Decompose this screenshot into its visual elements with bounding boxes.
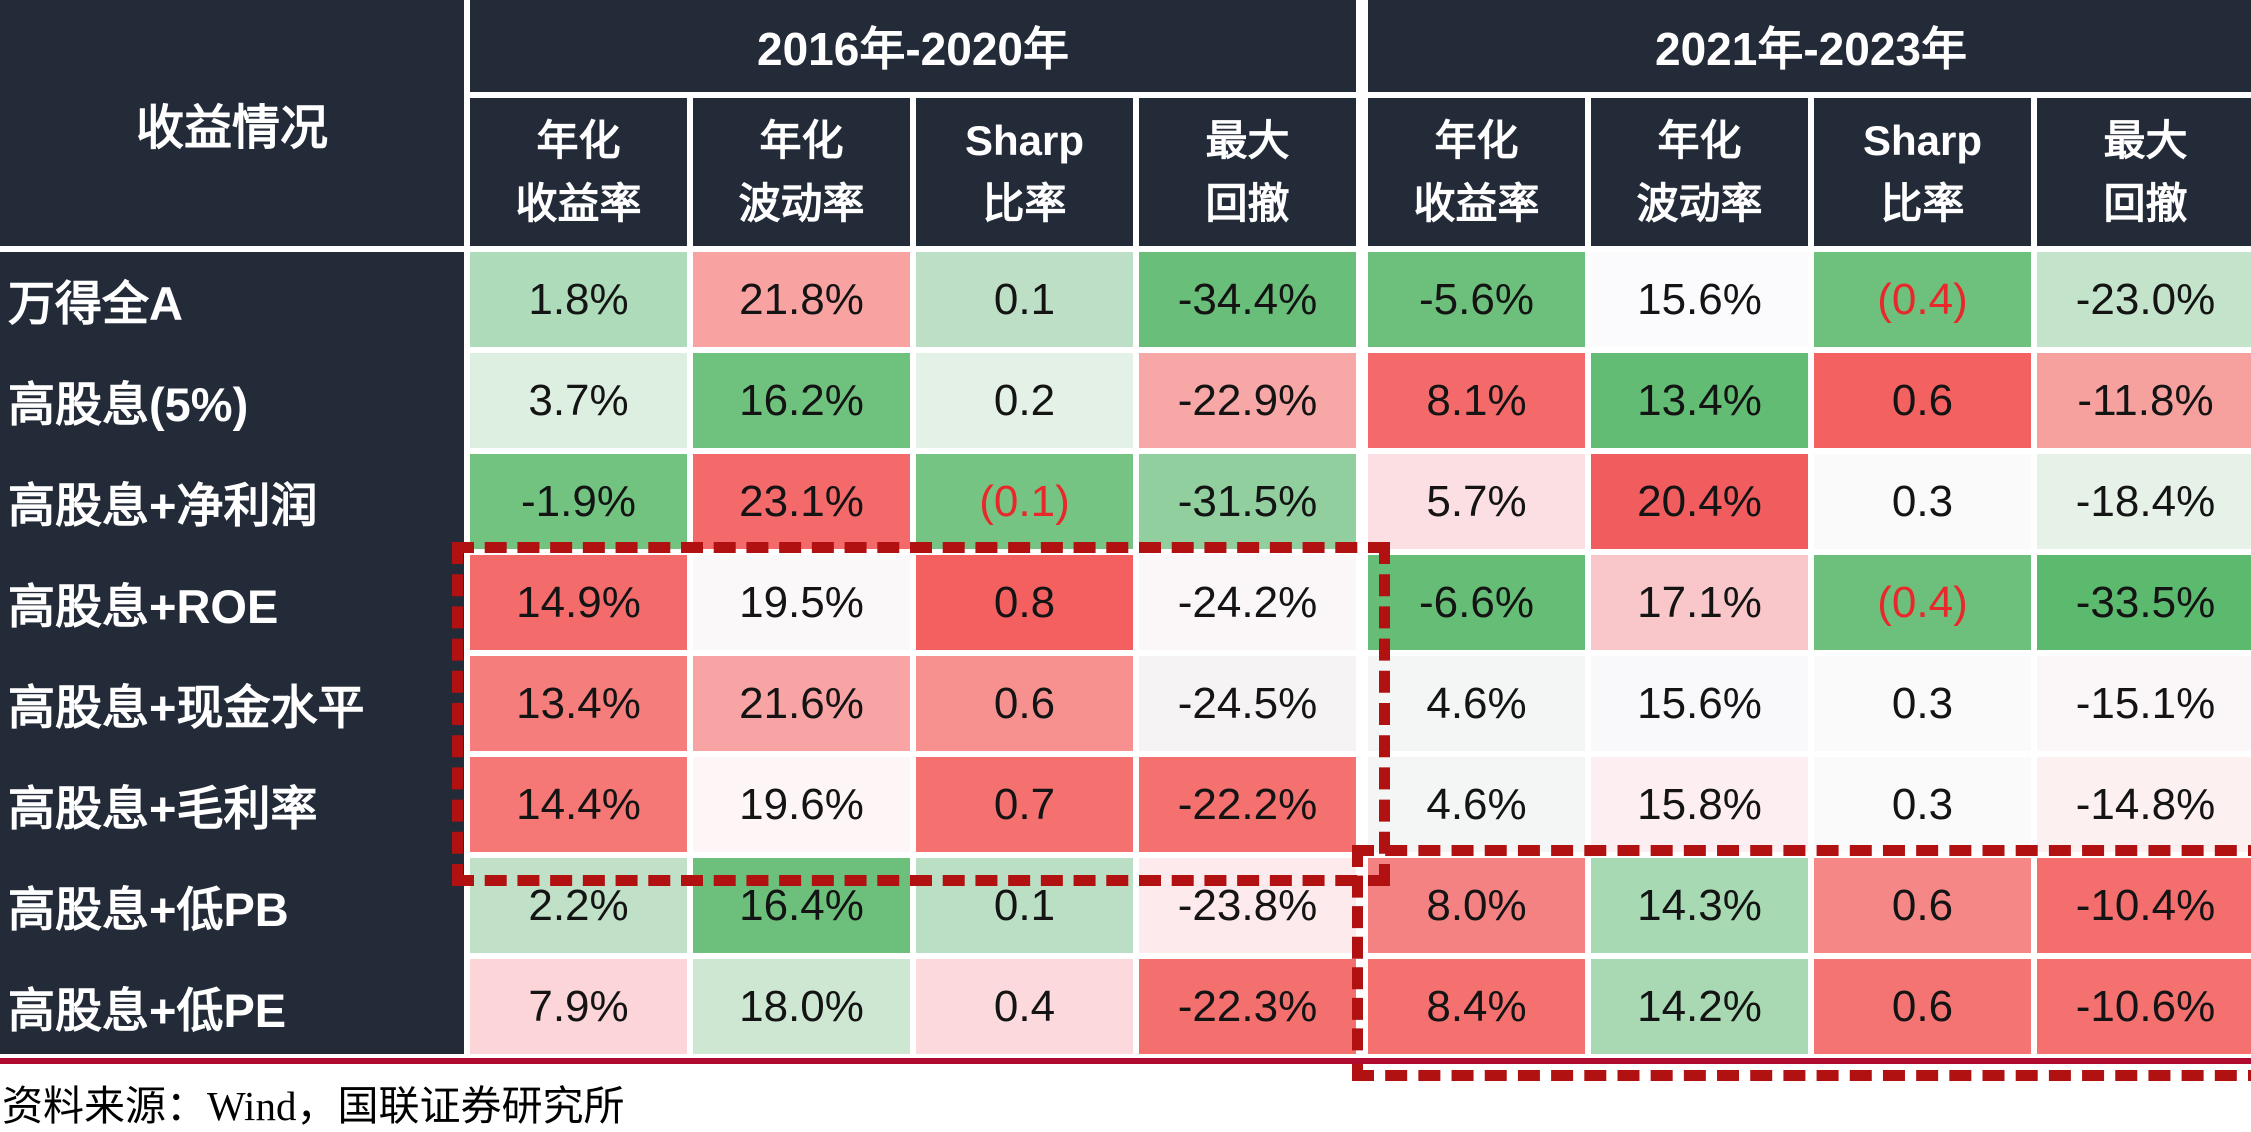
table-cell: 15.8% (1591, 757, 1808, 852)
subheader-g2-annual-return: 年化 收益率 (1368, 98, 1585, 246)
table-cell: 8.1% (1368, 353, 1585, 448)
table-cell: 23.1% (693, 454, 910, 549)
corner-header-cell: 收益情况 (0, 0, 464, 246)
table-cell: 15.6% (1591, 252, 1808, 347)
table-cell: 21.8% (693, 252, 910, 347)
table-cell: -24.5% (1139, 656, 1356, 751)
table-cell: 8.0% (1368, 858, 1585, 953)
table-cell: 0.6 (1814, 959, 2031, 1054)
table-cell: 18.0% (693, 959, 910, 1054)
table-cell: 13.4% (470, 656, 687, 751)
table-cell: 7.9% (470, 959, 687, 1054)
table-cell: 20.4% (1591, 454, 1808, 549)
table-cell: (0.4) (1814, 252, 2031, 347)
subheader-g1-sharpe-ratio: Sharp 比率 (916, 98, 1133, 246)
table-cell: 0.6 (1814, 353, 2031, 448)
subheader-g1-max-drawdown: 最大 回撤 (1139, 98, 1356, 246)
table-cell: -33.5% (2037, 555, 2251, 650)
table-cell: 0.8 (916, 555, 1133, 650)
table-cell: -31.5% (1139, 454, 1356, 549)
table-cell: (0.4) (1814, 555, 2031, 650)
table-cell: 0.3 (1814, 454, 2031, 549)
group-header-2016-2020: 2016年-2020年 (470, 0, 1356, 92)
table-cell: 0.4 (916, 959, 1133, 1054)
table-cell: 14.2% (1591, 959, 1808, 1054)
subheader-g1-annual-return: 年化 收益率 (470, 98, 687, 246)
table-cell: 3.7% (470, 353, 687, 448)
table-cell: -15.1% (2037, 656, 2251, 751)
table-cell: -23.0% (2037, 252, 2251, 347)
source-note: 资料来源：Wind，国联证券研究所 (2, 1083, 625, 1129)
subheader-g1-annual-volatility: 年化 波动率 (693, 98, 910, 246)
table-cell: -22.9% (1139, 353, 1356, 448)
table-cell: -24.2% (1139, 555, 1356, 650)
row-label: 高股息+净利润 (8, 479, 318, 532)
subheader-g2-annual-volatility: 年化 波动率 (1591, 98, 1808, 246)
table-cell: 19.5% (693, 555, 910, 650)
table-cell: 17.1% (1591, 555, 1808, 650)
row-label: 高股息+低PE (8, 984, 287, 1037)
table-cell: 2.2% (470, 858, 687, 953)
returns-table: 收益情况 2016年-2020年 2021年-2023年 年化 收益率 年化 波动率… (0, 0, 2251, 1054)
table-cell: 15.6% (1591, 656, 1808, 751)
row-label: 万得全A (8, 277, 183, 330)
table-cell: -18.4% (2037, 454, 2251, 549)
table-cell: -23.8% (1139, 858, 1356, 953)
table-cell: -34.4% (1139, 252, 1356, 347)
table-cell: 19.6% (693, 757, 910, 852)
row-label: 高股息+低PB (8, 883, 289, 936)
table-cell: (0.1) (916, 454, 1133, 549)
table-cell: 4.6% (1368, 757, 1585, 852)
table-cell: 0.3 (1814, 757, 2031, 852)
table-cell: -22.2% (1139, 757, 1356, 852)
table-cell: 16.4% (693, 858, 910, 953)
table-cell: -22.3% (1139, 959, 1356, 1054)
subheader-g2-max-drawdown: 最大 回撤 (2037, 98, 2251, 246)
table-cell: 16.2% (693, 353, 910, 448)
row-label: 高股息+毛利率 (8, 782, 318, 835)
row-label-column: 万得全A 高股息(5%) 高股息+净利润 高股息+ROE 高股息+现金水平 高股息+毛利率… (0, 252, 464, 1054)
table-cell: 14.3% (1591, 858, 1808, 953)
row-label: 高股息+ROE (8, 580, 279, 633)
table-cell: 4.6% (1368, 656, 1585, 751)
row-label: 高股息(5%) (8, 378, 249, 431)
table-cell: 0.3 (1814, 656, 2031, 751)
table-cell: -5.6% (1368, 252, 1585, 347)
table-cell: 21.6% (693, 656, 910, 751)
row-label: 高股息+现金水平 (8, 681, 365, 734)
group-header-2021-2023: 2021年-2023年 (1368, 0, 2251, 92)
table-cell: -11.8% (2037, 353, 2251, 448)
table-cell: 8.4% (1368, 959, 1585, 1054)
table-cell: -6.6% (1368, 555, 1585, 650)
bottom-rule (0, 1058, 2251, 1064)
table-cell: 0.6 (1814, 858, 2031, 953)
table-cell: 0.1 (916, 252, 1133, 347)
subheader-g2-sharpe-ratio: Sharp 比率 (1814, 98, 2031, 246)
table-cell: 0.6 (916, 656, 1133, 751)
table-cell: -10.4% (2037, 858, 2251, 953)
table-cell: 14.9% (470, 555, 687, 650)
table-cell: 0.1 (916, 858, 1133, 953)
table-cell: -10.6% (2037, 959, 2251, 1054)
table-cell: -14.8% (2037, 757, 2251, 852)
table-cell: 13.4% (1591, 353, 1808, 448)
table-cell: 14.4% (470, 757, 687, 852)
table-cell: 0.2 (916, 353, 1133, 448)
table-cell: -1.9% (470, 454, 687, 549)
table-cell: 5.7% (1368, 454, 1585, 549)
table-cell: 0.7 (916, 757, 1133, 852)
table-cell: 1.8% (470, 252, 687, 347)
